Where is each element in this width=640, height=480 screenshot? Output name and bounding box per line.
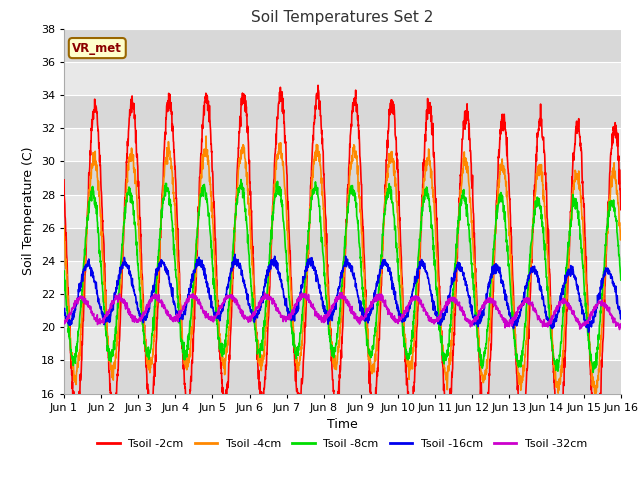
- Tsoil -8cm: [216, 337, 223, 343]
- Tsoil -4cm: [202, 133, 210, 139]
- Bar: [64, 95, 621, 128]
- X-axis label: Time: Time: [327, 418, 358, 431]
- Text: VR_met: VR_met: [72, 42, 122, 55]
- Tsoil -4cm: [371, 354, 379, 360]
- Line: Tsoil -8cm: Tsoil -8cm: [64, 180, 621, 372]
- Tsoil -4cm: [60, 223, 68, 229]
- Bar: [64, 294, 621, 327]
- Legend: Tsoil -2cm, Tsoil -4cm, Tsoil -8cm, Tsoil -16cm, Tsoil -32cm: Tsoil -2cm, Tsoil -4cm, Tsoil -8cm, Tsoi…: [93, 435, 592, 454]
- Tsoil -2cm: [568, 183, 575, 189]
- Line: Tsoil -16cm: Tsoil -16cm: [64, 254, 621, 332]
- Tsoil -16cm: [359, 309, 367, 315]
- Tsoil -2cm: [504, 171, 512, 177]
- Tsoil -8cm: [60, 270, 68, 276]
- Tsoil -8cm: [568, 209, 575, 215]
- Tsoil -32cm: [371, 297, 379, 303]
- Tsoil -4cm: [504, 215, 512, 220]
- Tsoil -32cm: [584, 320, 591, 326]
- Tsoil -4cm: [617, 236, 625, 241]
- Y-axis label: Soil Temperature (C): Soil Temperature (C): [22, 147, 35, 276]
- Tsoil -32cm: [568, 309, 575, 314]
- Tsoil -16cm: [60, 307, 68, 313]
- Tsoil -16cm: [231, 252, 239, 257]
- Tsoil -2cm: [359, 217, 367, 223]
- Tsoil -4cm: [584, 303, 591, 309]
- Line: Tsoil -2cm: Tsoil -2cm: [64, 85, 621, 444]
- Tsoil -4cm: [216, 332, 223, 338]
- Tsoil -32cm: [216, 306, 223, 312]
- Tsoil -8cm: [617, 277, 625, 283]
- Tsoil -16cm: [504, 303, 512, 309]
- Tsoil -16cm: [617, 316, 625, 322]
- Tsoil -8cm: [504, 263, 512, 269]
- Tsoil -32cm: [359, 315, 367, 321]
- Tsoil -16cm: [585, 329, 593, 335]
- Tsoil -32cm: [337, 289, 344, 295]
- Tsoil -8cm: [371, 333, 379, 339]
- Line: Tsoil -32cm: Tsoil -32cm: [64, 292, 621, 329]
- Tsoil -4cm: [568, 206, 575, 212]
- Tsoil -8cm: [237, 177, 244, 182]
- Bar: [64, 29, 621, 62]
- Tsoil -32cm: [504, 323, 512, 328]
- Bar: [64, 360, 621, 394]
- Bar: [64, 161, 621, 194]
- Tsoil -8cm: [589, 370, 597, 375]
- Title: Soil Temperatures Set 2: Soil Temperatures Set 2: [252, 10, 433, 25]
- Tsoil -4cm: [592, 395, 600, 401]
- Tsoil -2cm: [371, 398, 379, 404]
- Tsoil -32cm: [617, 323, 625, 329]
- Tsoil -2cm: [591, 442, 599, 447]
- Tsoil -16cm: [584, 321, 591, 326]
- Bar: [64, 228, 621, 261]
- Tsoil -2cm: [216, 344, 223, 350]
- Tsoil -8cm: [359, 284, 367, 290]
- Tsoil -4cm: [359, 246, 367, 252]
- Tsoil -16cm: [568, 269, 575, 275]
- Tsoil -2cm: [314, 83, 322, 88]
- Tsoil -2cm: [60, 177, 68, 183]
- Tsoil -8cm: [584, 324, 591, 330]
- Tsoil -2cm: [584, 287, 591, 293]
- Tsoil -32cm: [616, 326, 623, 332]
- Tsoil -16cm: [216, 309, 223, 314]
- Tsoil -2cm: [617, 207, 625, 213]
- Tsoil -32cm: [60, 320, 68, 326]
- Tsoil -16cm: [371, 288, 379, 294]
- Line: Tsoil -4cm: Tsoil -4cm: [64, 136, 621, 398]
